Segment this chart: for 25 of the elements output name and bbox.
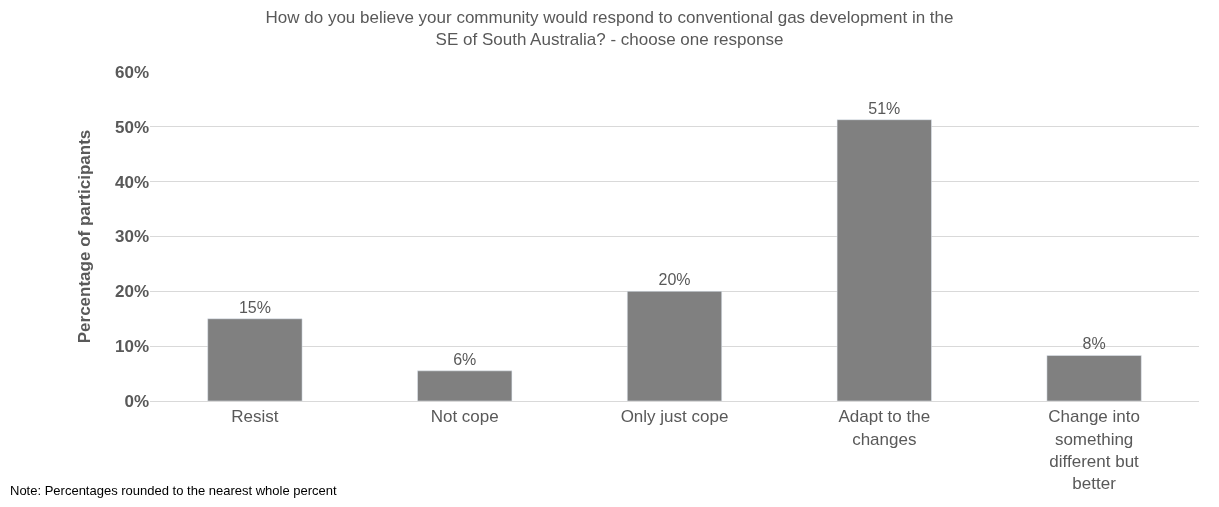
text: Note: Percentages rounded to the nearest whole percent bbox=[10, 483, 338, 498]
x-tick-label: Not cope bbox=[430, 407, 499, 427]
data-label: 8% bbox=[1082, 335, 1106, 353]
data-label: 20% bbox=[658, 271, 691, 289]
data-label: 6% bbox=[453, 350, 477, 368]
y-tick-label: 50% bbox=[114, 117, 149, 137]
bar bbox=[627, 291, 722, 401]
y-tick-label: 0% bbox=[124, 391, 149, 411]
y-tick-label: 20% bbox=[114, 282, 149, 302]
chart-title: How do you believe your community would respond to conventional gas development in the SE of South Australia? - choose one response bbox=[265, 7, 954, 49]
x-tick-label: Change into something different but better bbox=[1048, 407, 1140, 493]
y-tick-label: 40% bbox=[114, 172, 149, 192]
y-tick-label: 60% bbox=[114, 62, 149, 82]
y-axis-title: Percentage of participants bbox=[74, 129, 94, 344]
y-tick-label: 10% bbox=[114, 337, 149, 357]
x-tick-label: Adapt to the changes bbox=[838, 407, 931, 449]
y-tick-label: 30% bbox=[114, 227, 149, 247]
bar bbox=[207, 318, 303, 401]
data-label: 51% bbox=[868, 99, 901, 117]
x-tick-label: Resist bbox=[231, 407, 279, 427]
data-label: 15% bbox=[238, 298, 271, 316]
bar bbox=[417, 370, 513, 401]
bar bbox=[1046, 355, 1142, 401]
x-tick-label: Only just cope bbox=[620, 407, 729, 427]
bar bbox=[836, 119, 932, 401]
